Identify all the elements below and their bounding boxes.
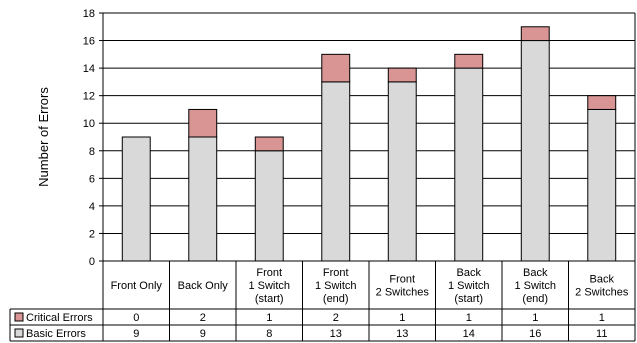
y-tick-label: 16 <box>83 36 95 48</box>
y-tick-label: 8 <box>89 146 95 158</box>
y-tick-label: 10 <box>83 118 95 130</box>
table-cell-value: 8 <box>266 328 272 340</box>
category-label: Front 1 Switch (end) <box>315 267 357 305</box>
bar-basic-errors <box>121 136 151 262</box>
table-row-label: Basic Errors <box>26 328 86 340</box>
table-cell-value: 1 <box>466 312 472 324</box>
bar-basic-errors <box>454 67 484 262</box>
table-row-label: Critical Errors <box>26 312 93 324</box>
y-axis-label: Number of Errors <box>36 87 51 187</box>
bar-basic-errors <box>387 81 417 262</box>
category-label: Back Only <box>178 280 229 292</box>
table-cell-value: 13 <box>396 328 408 340</box>
data-table: Front Only Back Only Front 1 Switch (start) F… <box>9 261 636 342</box>
table-cell-value: 2 <box>200 312 206 324</box>
bar-basic-errors <box>520 40 550 262</box>
table-cell-value: 11 <box>596 328 607 340</box>
y-tick-label: 2 <box>89 228 95 240</box>
table-cell-value: 13 <box>330 328 342 340</box>
category-label: Front 1 Switch (start) <box>248 267 290 305</box>
legend-key <box>14 328 24 338</box>
y-tick-label: 14 <box>83 63 95 75</box>
bars <box>121 26 617 262</box>
bar-critical-errors <box>387 67 417 83</box>
bar-basic-errors <box>188 136 218 262</box>
category-label: Back 2 Switches <box>575 274 629 299</box>
category-label: Back 1 Switch (end) <box>514 267 556 305</box>
category-label: Front Only <box>111 280 163 292</box>
table-cell-value: 1 <box>399 312 405 324</box>
category-label: Back 1 Switch (start) <box>448 267 490 305</box>
table-cell-value: 2 <box>333 312 339 324</box>
table-cell-value: 1 <box>266 312 272 324</box>
y-tick-label: 4 <box>89 201 95 213</box>
y-tick-label: 12 <box>83 91 95 103</box>
y-axis-ticks: 0 2 4 6 8 10 12 14 16 18 <box>83 8 103 268</box>
category-label: Front 2 Switches <box>376 274 430 299</box>
bar-critical-errors <box>520 26 550 42</box>
table-cell-value: 14 <box>463 328 475 340</box>
bar-basic-errors <box>254 150 284 262</box>
table-cell-value: 9 <box>200 328 206 340</box>
y-tick-label: 0 <box>89 256 95 268</box>
table-cell-value: 16 <box>529 328 541 340</box>
y-tick-label: 18 <box>83 8 95 20</box>
table-cell-value: 1 <box>532 312 538 324</box>
bar-basic-errors <box>321 81 351 262</box>
bar-critical-errors <box>321 53 351 83</box>
bar-critical-errors <box>254 136 284 152</box>
bar-critical-errors <box>188 108 218 138</box>
table-cell-value: 1 <box>599 312 605 324</box>
table-cell-value: 0 <box>133 312 139 324</box>
bar-critical-errors <box>454 53 484 69</box>
bar-basic-errors <box>587 108 617 262</box>
y-tick-label: 6 <box>89 173 95 185</box>
table-cell-value: 9 <box>133 328 139 340</box>
legend-key <box>14 312 24 322</box>
bar-critical-errors <box>587 95 617 110</box>
